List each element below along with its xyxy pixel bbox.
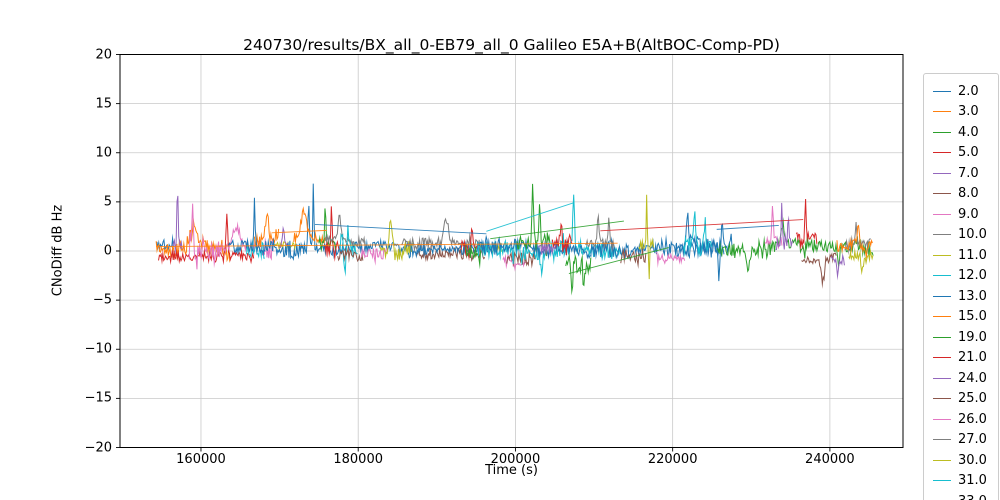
legend-item-label: 3.0 bbox=[958, 104, 979, 120]
y-tick-label: −20 bbox=[84, 440, 112, 455]
x-axis-label: Time (s) bbox=[485, 463, 538, 478]
y-tick-label: −5 bbox=[92, 292, 112, 308]
y-tick-label: −15 bbox=[84, 390, 112, 406]
legend-item: 13.0 bbox=[933, 286, 996, 307]
legend-line-swatch bbox=[933, 172, 951, 174]
legend-item: 26.0 bbox=[933, 409, 996, 430]
legend-item: 11.0 bbox=[933, 245, 996, 266]
x-tick-label: 180000 bbox=[333, 452, 384, 467]
legend-item: 19.0 bbox=[933, 327, 996, 348]
legend-item-label: 30.0 bbox=[958, 452, 987, 468]
legend-item-label: 9.0 bbox=[958, 206, 979, 222]
chart-title: 240730/results/BX_all_0-EB79_all_0 Galil… bbox=[243, 36, 780, 54]
legend-item-label: 13.0 bbox=[958, 288, 987, 304]
legend-item-label: 2.0 bbox=[958, 83, 979, 99]
legend-item: 30.0 bbox=[933, 450, 996, 471]
legend-line-swatch bbox=[933, 131, 951, 133]
y-tick-label: 15 bbox=[95, 96, 112, 112]
legend-line-swatch bbox=[933, 418, 951, 420]
x-tick-label: 160000 bbox=[176, 452, 226, 467]
legend-item: 33.0 bbox=[933, 491, 996, 500]
legend-line-swatch bbox=[933, 152, 951, 154]
legend-item-label: 21.0 bbox=[958, 350, 987, 366]
y-tick-label: 5 bbox=[103, 194, 112, 210]
legend-item: 24.0 bbox=[933, 368, 996, 389]
legend-item-label: 33.0 bbox=[958, 494, 987, 500]
x-tick-label: 220000 bbox=[647, 452, 698, 467]
legend-item-label: 7.0 bbox=[958, 165, 979, 181]
legend-item: 27.0 bbox=[933, 430, 996, 451]
legend-item: 12.0 bbox=[933, 266, 996, 287]
legend-item: 2.0 bbox=[933, 81, 996, 102]
legend-line-swatch bbox=[933, 213, 951, 215]
legend-item: 25.0 bbox=[933, 389, 996, 410]
y-tick-label: −10 bbox=[84, 341, 112, 357]
legend-item-label: 19.0 bbox=[958, 329, 987, 345]
legend-line-swatch bbox=[933, 254, 951, 256]
x-tick-label: 240000 bbox=[805, 452, 855, 467]
legend-item-label: 31.0 bbox=[958, 473, 987, 489]
legend-item-label: 5.0 bbox=[958, 145, 979, 161]
legend-line-swatch bbox=[933, 480, 951, 482]
legend-item: 4.0 bbox=[933, 122, 996, 143]
legend-line-swatch bbox=[933, 193, 951, 195]
legend-item-label: 4.0 bbox=[958, 124, 979, 140]
y-tick-label: 10 bbox=[95, 145, 112, 161]
y-tick-label: 20 bbox=[95, 47, 112, 62]
legend-item: 7.0 bbox=[933, 163, 996, 184]
legend-line-swatch bbox=[933, 377, 951, 379]
legend-line-swatch bbox=[933, 439, 951, 441]
legend-line-swatch bbox=[933, 275, 951, 277]
legend-item: 21.0 bbox=[933, 348, 996, 369]
y-tick-label: 0 bbox=[103, 243, 112, 259]
legend-item: 9.0 bbox=[933, 204, 996, 225]
legend-item: 15.0 bbox=[933, 307, 996, 328]
legend-item-label: 15.0 bbox=[958, 309, 987, 325]
legend-item: 5.0 bbox=[933, 143, 996, 164]
legend-line-swatch bbox=[933, 90, 951, 92]
legend-item-label: 25.0 bbox=[958, 391, 987, 407]
legend: 2.0 3.0 4.0 5.0 7.0 8.0 9.0 10.0 11.0 12.0 13.0 15.… bbox=[923, 73, 999, 500]
legend-item-label: 26.0 bbox=[958, 411, 987, 427]
legend-item-label: 10.0 bbox=[958, 227, 987, 243]
legend-line-swatch bbox=[933, 357, 951, 359]
legend-item: 3.0 bbox=[933, 102, 996, 123]
x-tick-label: 200000 bbox=[490, 452, 541, 467]
legend-item-label: 24.0 bbox=[958, 370, 987, 386]
legend-item-label: 27.0 bbox=[958, 432, 987, 448]
legend-line-swatch bbox=[933, 295, 951, 297]
legend-line-swatch bbox=[933, 316, 951, 318]
legend-line-swatch bbox=[933, 111, 951, 113]
y-axis-label: CNoDiff dB Hz bbox=[50, 204, 66, 297]
legend-item-label: 11.0 bbox=[958, 247, 987, 263]
legend-item: 31.0 bbox=[933, 471, 996, 492]
legend-item-label: 12.0 bbox=[958, 268, 987, 284]
legend-line-swatch bbox=[933, 234, 951, 236]
legend-line-swatch bbox=[933, 336, 951, 338]
legend-line-swatch bbox=[933, 459, 951, 461]
legend-item-label: 8.0 bbox=[958, 186, 979, 202]
legend-item: 10.0 bbox=[933, 225, 996, 246]
legend-item: 8.0 bbox=[933, 184, 996, 205]
legend-line-swatch bbox=[933, 398, 951, 400]
